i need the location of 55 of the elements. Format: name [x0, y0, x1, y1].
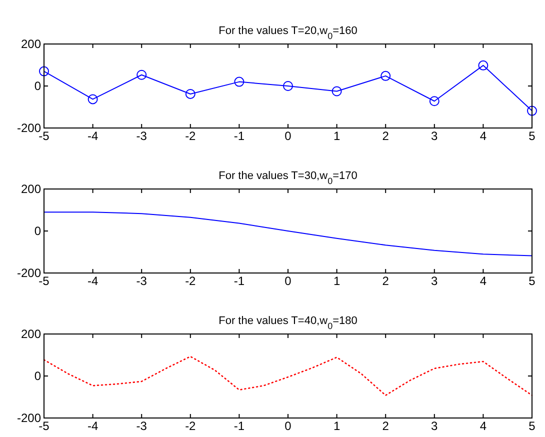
x-tick-label: 0	[284, 419, 292, 433]
x-tick-label: 1	[333, 274, 340, 288]
x-tick-label: -2	[185, 129, 196, 143]
point	[136, 70, 147, 80]
x-tick-label: 2	[382, 419, 390, 433]
line-series	[44, 212, 532, 256]
point	[39, 66, 49, 76]
x-tick-label: 5	[528, 129, 536, 143]
y-tick-label: -200	[16, 411, 42, 425]
point	[283, 81, 293, 91]
x-tick-label: 2	[382, 129, 390, 143]
x-tick-label: -3	[136, 419, 148, 433]
point	[478, 60, 488, 70]
x-tick-label: -4	[87, 419, 98, 433]
x-tick-label: -2	[185, 419, 196, 433]
x-tick-label: 2	[382, 274, 390, 288]
point	[234, 76, 244, 87]
x-tick-label: -1	[234, 419, 245, 433]
y-tick-label: 0	[34, 79, 42, 93]
x-tick-label: 5	[528, 419, 536, 433]
point	[380, 70, 391, 81]
chart-title: For the values T=20,w$_{0}$=160	[218, 25, 358, 41]
x-tick-label: -3	[136, 129, 148, 143]
y-tick-label: 0	[34, 224, 42, 238]
x-tick-label: 3	[431, 274, 438, 288]
x-tick-label: -3	[136, 274, 148, 288]
line-series	[43, 356, 533, 396]
x-tick-label: -4	[87, 129, 98, 143]
chart-title: For the values T=40,w$_{0}$=180	[218, 315, 358, 331]
y-tick-label: -200	[16, 266, 42, 280]
x-tick-label: 4	[480, 274, 487, 288]
x-tick-label: -2	[185, 274, 196, 288]
point	[429, 96, 440, 106]
point	[88, 94, 98, 104]
x-tick-label: 4	[480, 419, 487, 433]
x-tick-label: 5	[528, 274, 536, 288]
x-tick-label: 3	[431, 419, 438, 433]
x-tick-label: -4	[87, 274, 98, 288]
chart-title: For the values T=30,w$_{0}$=170	[218, 170, 358, 186]
y-tick-label: 0	[34, 369, 42, 383]
point	[332, 86, 342, 96]
x-tick-label: 4	[480, 129, 487, 143]
y-tick-label: 200	[20, 182, 42, 196]
x-tick-label: 0	[284, 274, 292, 288]
y-tick-label: 200	[20, 37, 42, 51]
x-tick-label: 3	[431, 129, 438, 143]
y-tick-label: 200	[20, 327, 42, 341]
point	[527, 106, 537, 116]
y-tick-label: -200	[16, 121, 42, 135]
point	[185, 88, 196, 99]
x-tick-label: 0	[284, 129, 292, 143]
x-tick-label: 1	[333, 129, 340, 143]
x-tick-label: -1	[234, 129, 245, 143]
x-tick-label: 1	[333, 419, 340, 433]
x-tick-label: -1	[234, 274, 245, 288]
